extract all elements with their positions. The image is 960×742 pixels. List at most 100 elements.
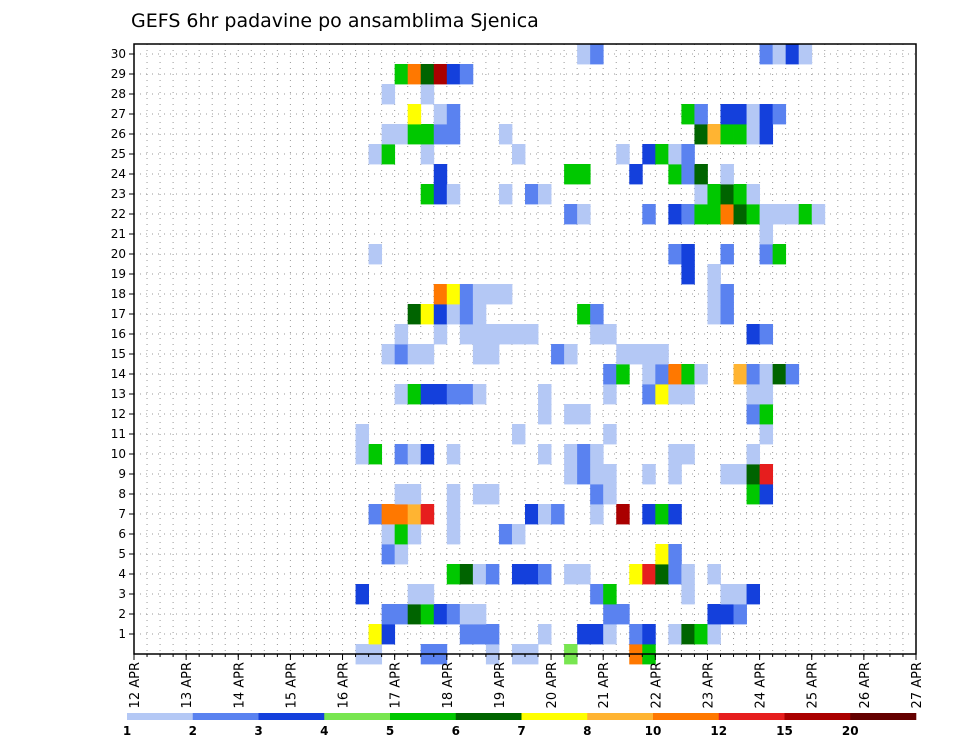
heatmap-cell bbox=[642, 504, 656, 525]
heatmap-cell bbox=[785, 364, 800, 385]
heatmap-cell bbox=[655, 544, 669, 565]
x-tick-label: 21 APR bbox=[597, 662, 612, 708]
heatmap-cell bbox=[759, 364, 774, 385]
y-tick-label: 30 bbox=[111, 47, 126, 61]
heatmap-cell bbox=[759, 384, 774, 405]
heatmap-cell bbox=[590, 624, 604, 645]
heatmap-cell bbox=[681, 384, 695, 405]
y-tick-label: 1 bbox=[118, 627, 126, 641]
heatmap-cell bbox=[668, 204, 682, 225]
heatmap-cell bbox=[433, 604, 448, 625]
heatmap-cell bbox=[459, 624, 474, 645]
heatmap-cell bbox=[407, 124, 422, 145]
heatmap-cell bbox=[746, 364, 760, 385]
legend-label: 4 bbox=[320, 724, 328, 738]
y-tick-label: 29 bbox=[111, 67, 126, 81]
heatmap-cell bbox=[407, 604, 422, 625]
heatmap-cell bbox=[551, 504, 565, 525]
heatmap-cell bbox=[577, 404, 591, 425]
heatmap-cell bbox=[564, 164, 578, 185]
y-tick-label: 16 bbox=[111, 327, 126, 341]
heatmap-cell bbox=[459, 564, 474, 585]
heatmap-cell bbox=[538, 404, 552, 425]
x-tick-label: 24 APR bbox=[754, 662, 769, 708]
y-tick-label: 7 bbox=[118, 507, 126, 521]
x-tick-label: 26 APR bbox=[858, 662, 873, 708]
heatmap-cell bbox=[746, 484, 760, 505]
y-tick-label: 9 bbox=[118, 467, 126, 481]
heatmap-cell bbox=[759, 44, 774, 65]
heatmap-cell bbox=[577, 444, 591, 465]
y-tick-label: 6 bbox=[118, 527, 126, 541]
y-tick-label: 18 bbox=[111, 287, 126, 301]
y-tick-label: 12 bbox=[111, 407, 126, 421]
x-tick-label: 22 APR bbox=[649, 662, 664, 708]
y-tick-label: 14 bbox=[111, 367, 126, 381]
heatmap-cell bbox=[629, 164, 643, 185]
legend-swatch bbox=[718, 713, 785, 720]
legend-label: 8 bbox=[583, 724, 591, 738]
heatmap-cell bbox=[511, 144, 526, 165]
heatmap-cell bbox=[681, 204, 695, 225]
heatmap-cell bbox=[603, 484, 617, 505]
heatmap-cell bbox=[381, 144, 396, 165]
heatmap-cell bbox=[681, 584, 695, 605]
heatmap-cell bbox=[590, 464, 604, 485]
legend-swatch bbox=[455, 713, 522, 720]
heatmap-cell bbox=[577, 624, 591, 645]
heatmap-cell bbox=[668, 544, 682, 565]
y-tick-label: 13 bbox=[111, 387, 126, 401]
x-axis: 12 APR 13 APR 14 APR 15 APR 16 APR 17 APR 18 A… bbox=[128, 654, 925, 708]
y-tick-label: 11 bbox=[111, 427, 126, 441]
heatmap-cell bbox=[446, 124, 461, 145]
legend-swatch bbox=[653, 713, 720, 720]
heatmap-cell bbox=[498, 524, 513, 545]
heatmap-cell bbox=[642, 344, 656, 365]
heatmap-cell bbox=[381, 344, 396, 365]
heatmap-cell bbox=[538, 184, 552, 205]
heatmap-cell bbox=[551, 344, 565, 365]
heatmap-cell bbox=[694, 364, 708, 385]
heatmap-cell bbox=[616, 604, 630, 625]
heatmap-cell bbox=[459, 324, 474, 345]
heatmap-cell bbox=[590, 584, 604, 605]
y-axis: 1234567891011121314151617181920212223242… bbox=[111, 47, 134, 641]
heatmap-cell bbox=[525, 324, 539, 345]
heatmap-cell bbox=[720, 464, 734, 485]
heatmap-cell bbox=[590, 504, 604, 525]
heatmap-cell bbox=[420, 384, 435, 405]
heatmap-cell bbox=[668, 564, 682, 585]
heatmap-cell bbox=[642, 364, 656, 385]
heatmap-cell bbox=[446, 104, 461, 125]
legend-swatch bbox=[850, 713, 917, 720]
heatmap-cell bbox=[564, 404, 578, 425]
heatmap-cell bbox=[446, 484, 461, 505]
heatmap-cell bbox=[511, 524, 526, 545]
x-tick-label: 15 APR bbox=[284, 662, 299, 708]
heatmap-cell bbox=[759, 464, 774, 485]
heatmap-cell bbox=[446, 64, 461, 85]
x-tick-label: 12 APR bbox=[128, 662, 143, 708]
y-tick-label: 17 bbox=[111, 307, 126, 321]
heatmap-cell bbox=[590, 324, 604, 345]
heatmap-cell bbox=[446, 564, 461, 585]
heatmap-cell bbox=[616, 344, 630, 365]
heatmap-cell bbox=[720, 184, 734, 205]
heatmap-cell bbox=[733, 464, 747, 485]
heatmap-cell bbox=[433, 284, 448, 305]
heatmap-cell bbox=[394, 544, 409, 565]
heatmap-cell bbox=[420, 584, 435, 605]
heatmap-cell bbox=[642, 204, 656, 225]
heatmap-cell bbox=[642, 564, 656, 585]
heatmap-cell bbox=[407, 584, 422, 605]
y-tick-label: 25 bbox=[111, 147, 126, 161]
heatmap-cell bbox=[746, 464, 760, 485]
heatmap-cell bbox=[511, 564, 526, 585]
heatmap-cell bbox=[707, 284, 721, 305]
legend: 1 2 3 4 5 6 7 8 10 12 15 20 bbox=[123, 713, 917, 738]
heatmap-cell bbox=[394, 504, 409, 525]
heatmap-cell bbox=[381, 624, 396, 645]
heatmap-cell bbox=[707, 204, 721, 225]
heatmap-cell bbox=[381, 124, 396, 145]
